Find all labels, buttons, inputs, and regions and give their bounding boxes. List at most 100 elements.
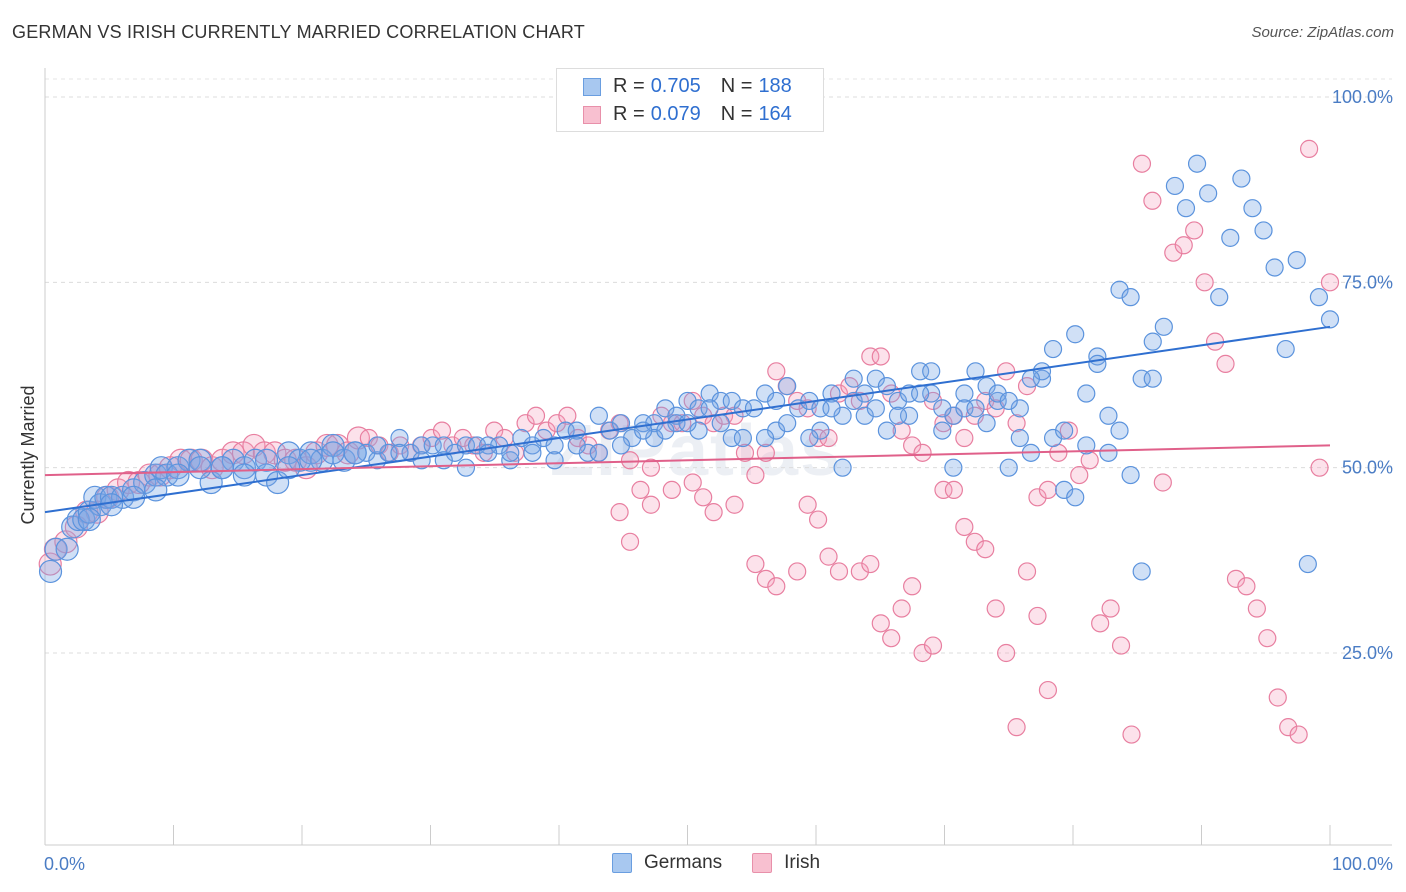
irish-point bbox=[986, 599, 1005, 618]
german-point bbox=[755, 428, 775, 448]
irish-point bbox=[903, 577, 922, 596]
irish-point bbox=[934, 414, 953, 433]
irish-trend-line bbox=[44, 444, 1331, 477]
irish-point bbox=[1320, 273, 1340, 292]
x-tick-label: 100.0% bbox=[1332, 854, 1393, 874]
irish-point bbox=[882, 629, 901, 648]
irish-point bbox=[808, 510, 828, 529]
german-point bbox=[332, 448, 356, 472]
german-point bbox=[534, 428, 553, 448]
legend-swatch-irish bbox=[752, 853, 773, 873]
german-point bbox=[1077, 384, 1096, 403]
german-point bbox=[689, 421, 708, 440]
german-point bbox=[1232, 169, 1251, 188]
german-point bbox=[678, 414, 697, 433]
irish-point bbox=[767, 577, 786, 596]
german-point bbox=[1199, 184, 1218, 203]
german-point bbox=[166, 463, 190, 487]
german-point bbox=[1099, 443, 1118, 462]
irish-point bbox=[1185, 221, 1204, 240]
german-point bbox=[866, 369, 885, 388]
german-point bbox=[833, 458, 852, 477]
german-point bbox=[456, 458, 476, 477]
irish-point bbox=[620, 451, 640, 470]
n-value: 164 bbox=[758, 103, 792, 125]
irish-point bbox=[1038, 480, 1058, 500]
irish-point bbox=[1143, 191, 1162, 210]
irish-point bbox=[788, 562, 807, 581]
irish-point bbox=[798, 495, 817, 514]
german-point bbox=[545, 436, 564, 455]
irish-point bbox=[725, 495, 744, 514]
german-point bbox=[1110, 421, 1129, 440]
irish-point bbox=[997, 643, 1016, 663]
german-point bbox=[733, 428, 752, 448]
irish-point bbox=[1258, 629, 1277, 648]
german-point bbox=[1110, 280, 1129, 299]
german-point bbox=[390, 428, 409, 448]
irish-point bbox=[756, 569, 775, 588]
n-label: N = bbox=[720, 103, 753, 125]
irish-point bbox=[1216, 354, 1235, 373]
german-point bbox=[778, 414, 797, 433]
irish-point bbox=[1268, 688, 1287, 707]
y-tick-label: 75.0% bbox=[1342, 272, 1393, 292]
irish-point bbox=[1279, 718, 1298, 737]
irish-point bbox=[1111, 636, 1131, 655]
irish-point bbox=[746, 554, 765, 574]
german-point bbox=[1287, 250, 1306, 270]
irish-point bbox=[892, 421, 911, 440]
irish-point bbox=[620, 532, 640, 551]
irish-point bbox=[1164, 243, 1183, 262]
chart-title: GERMAN VS IRISH CURRENTLY MARRIED CORREL… bbox=[12, 22, 585, 42]
german-point bbox=[1021, 369, 1041, 388]
irish-point bbox=[944, 480, 964, 500]
legend-swatch-germans bbox=[583, 77, 601, 96]
german-point bbox=[321, 441, 345, 465]
german-point bbox=[1176, 199, 1196, 218]
german-point bbox=[844, 369, 863, 388]
irish-point bbox=[819, 547, 838, 566]
german-point bbox=[299, 448, 323, 472]
german-point bbox=[390, 443, 409, 462]
irish-point bbox=[432, 421, 452, 440]
german-point bbox=[888, 406, 908, 425]
german-point bbox=[99, 493, 124, 517]
irish-point bbox=[850, 562, 869, 581]
german-point bbox=[210, 456, 234, 480]
german-point bbox=[645, 428, 664, 448]
german-point bbox=[1210, 288, 1229, 307]
irish-point bbox=[1038, 680, 1058, 700]
german-point bbox=[55, 537, 79, 561]
german-point bbox=[1187, 154, 1207, 173]
german-point bbox=[1066, 325, 1085, 344]
german-point bbox=[656, 399, 675, 418]
german-point bbox=[944, 406, 963, 425]
irish-point bbox=[1017, 562, 1037, 581]
legend-swatch-germans bbox=[612, 853, 632, 873]
irish-point bbox=[1028, 488, 1047, 507]
irish-point bbox=[1080, 451, 1099, 470]
german-point bbox=[611, 414, 631, 433]
german-point bbox=[1043, 428, 1063, 448]
german-points bbox=[38, 154, 1340, 584]
irish-point bbox=[1289, 725, 1308, 744]
german-point bbox=[567, 436, 586, 455]
irish-point bbox=[1195, 273, 1214, 292]
german-point bbox=[778, 377, 797, 396]
irish-point bbox=[1174, 236, 1193, 255]
german-point bbox=[1265, 258, 1284, 277]
irish-point bbox=[955, 517, 974, 537]
german-point bbox=[589, 406, 608, 425]
german-point bbox=[1276, 339, 1295, 359]
irish-point bbox=[735, 443, 755, 462]
irish-point bbox=[516, 414, 535, 433]
german-point bbox=[1055, 480, 1074, 500]
german-point bbox=[1165, 176, 1185, 196]
irish-point bbox=[871, 614, 890, 633]
german-point bbox=[955, 384, 974, 403]
irish-point bbox=[1122, 725, 1141, 744]
german-point bbox=[678, 391, 697, 411]
german-point bbox=[1043, 339, 1063, 359]
german-point bbox=[700, 399, 719, 418]
